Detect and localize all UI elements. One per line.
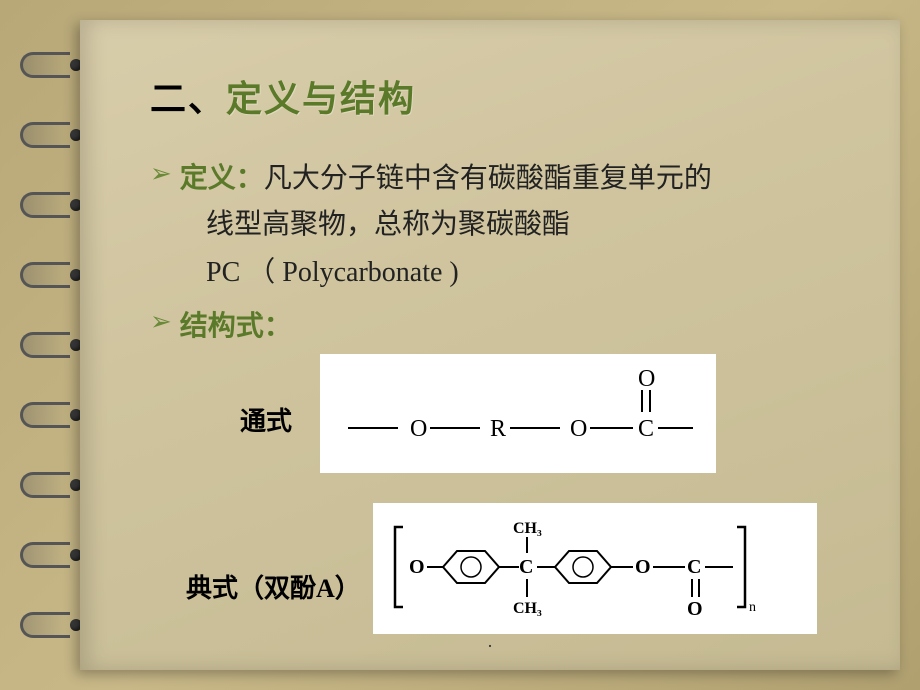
atom-C: C (638, 416, 654, 442)
typical-formula-row: 典式（双酚A） O C CH₃ CH₃ (150, 503, 850, 634)
binding-ring (20, 542, 70, 568)
binding-ring (20, 612, 70, 638)
bpa-O-double: O (687, 598, 703, 620)
binding-ring (20, 332, 70, 358)
atom-O: O (570, 416, 587, 442)
definition-block: 定义：凡大分子链中含有碳酸酯重复单元的 (180, 156, 712, 200)
binding-ring (20, 262, 70, 288)
binding-ring (20, 52, 70, 78)
bullet-icon: ➢ (150, 304, 172, 340)
general-formula-row: 通式 O R O C O (150, 354, 850, 473)
definition-label: 定义： (180, 163, 264, 194)
title-prefix: 二、 (150, 79, 226, 119)
title-main: 定义与结构 (226, 79, 416, 119)
atom-O-double: O (638, 366, 655, 392)
bpa-O-mid: O (635, 556, 651, 578)
bpa-ch3-bot: CH₃ (513, 600, 542, 617)
slide-title: 二、定义与结构 (150, 70, 850, 122)
typical-formula-svg: O C CH₃ CH₃ O C (385, 511, 805, 621)
atom-O: O (410, 416, 427, 442)
bpa-ch3-top: CH₃ (513, 520, 542, 537)
structure-bullet: ➢ 结构式： (150, 304, 850, 344)
atom-R: R (490, 416, 506, 442)
definition-abbrev: PC （ Polycarbonate ) (206, 252, 850, 294)
svg-text:C: C (519, 556, 533, 578)
binding-ring (20, 192, 70, 218)
general-formula-label: 通式 (240, 401, 292, 438)
binding-ring (20, 402, 70, 428)
bullet-icon: ➢ (150, 156, 172, 192)
typical-formula-box: O C CH₃ CH₃ O C (373, 503, 817, 634)
spiral-binding (20, 0, 80, 690)
footer-marker: . (488, 631, 493, 652)
definition-text-1: 凡大分子链中含有碳酸酯重复单元的 (264, 163, 712, 194)
general-formula-box: O R O C O (320, 354, 716, 473)
general-formula-svg: O R O C O (338, 366, 698, 456)
bpa-C: C (687, 556, 701, 578)
structure-label: 结构式： (180, 304, 292, 344)
bpa-O-left: O (409, 556, 425, 578)
definition-text-2: 线型高聚物，总称为聚碳酸酯 (206, 204, 850, 246)
definition-bullet: ➢ 定义：凡大分子链中含有碳酸酯重复单元的 (150, 156, 850, 200)
binding-ring (20, 122, 70, 148)
slide-page: 二、定义与结构 ➢ 定义：凡大分子链中含有碳酸酯重复单元的 线型高聚物，总称为聚… (80, 20, 900, 670)
bpa-sub-n: n (749, 600, 756, 615)
typical-formula-label: 典式（双酚A） (186, 568, 361, 605)
binding-ring (20, 472, 70, 498)
